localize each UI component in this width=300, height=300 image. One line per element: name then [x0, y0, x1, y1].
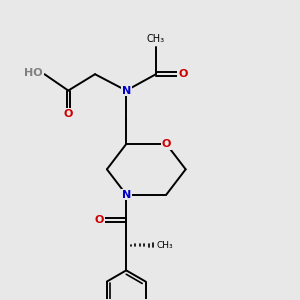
Text: N: N: [122, 190, 131, 200]
Text: N: N: [122, 85, 131, 96]
Text: O: O: [178, 69, 188, 79]
Text: HO: HO: [24, 68, 43, 78]
Text: CH₃: CH₃: [157, 241, 173, 250]
Text: O: O: [64, 109, 73, 119]
Text: O: O: [95, 215, 104, 225]
Text: CH₃: CH₃: [147, 34, 165, 44]
Text: O: O: [162, 139, 171, 149]
